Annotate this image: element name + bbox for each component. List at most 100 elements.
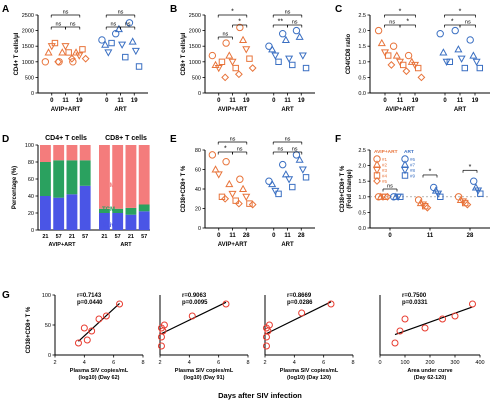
panel-D-naive-label: Naive: [102, 223, 119, 229]
panel-F-legend-marker: [400, 166, 410, 175]
panel-C-sig-3-label: *: [459, 9, 462, 16]
panel-C-data-point: [469, 51, 478, 59]
panel-C-ylabel: CD4/CD8 ratio: [346, 33, 352, 74]
panel-D-title-cd4: CD4+ T cells: [45, 135, 87, 142]
panel-B-data-point: [234, 70, 243, 79]
panel-G4-data-point: [469, 300, 476, 308]
panel-G1-x-tick-label: 6: [112, 360, 115, 366]
panel-G1-xlabel: Plasma SIV copies/mL: [70, 368, 129, 374]
panel-B-data-point: [225, 51, 234, 59]
panel-C-sig-4-label: *: [451, 19, 454, 26]
panel-C-data-point: [436, 30, 444, 38]
panel-F-legend-label: #8: [410, 168, 416, 173]
panel-G4-data-point: [421, 324, 429, 332]
panel-letter: D: [2, 134, 9, 145]
panel-D-bar-segment-tcm: [99, 208, 110, 213]
panel-E-data-point: [302, 174, 310, 181]
panel-F-data-point: [456, 195, 465, 203]
panel-F-legend-marker: [401, 172, 409, 179]
panel-G4-x-tick-label: 0: [378, 360, 381, 366]
panel-G1-x-tick-label: 4: [83, 360, 86, 366]
panel-B-data-point: [236, 23, 244, 32]
panel-D-group-label: ART: [120, 242, 132, 248]
panel-D-x-tick-label: 57: [141, 234, 147, 240]
panel-E-data-point: [298, 166, 307, 174]
panel-G-ylabel: CD38+CD8+ T %: [26, 306, 32, 353]
panel-E-group-label: AVIP+ART: [218, 242, 248, 248]
panel-C-data-point: [446, 58, 454, 66]
panel-A-data-point: [79, 46, 86, 53]
panel-B-data-point: [295, 32, 304, 40]
panel-E-data-point: [214, 171, 223, 179]
panel-F-data-point: [390, 193, 398, 201]
panel-G4-data-point: [401, 315, 409, 323]
panel-A-x-tick-label: 0: [50, 98, 54, 104]
panel-B-x-tick-label: 19: [298, 98, 305, 104]
panel-G2-data-point: [157, 342, 165, 350]
panel-D-tcm-label: TCM: [102, 207, 115, 213]
panel-C-x-tick-label: 11: [457, 98, 464, 104]
panel-G4-data-point: [451, 312, 459, 320]
panel-A-x-tick-label: 19: [131, 98, 138, 104]
panel-B-data-point: [222, 39, 230, 47]
panel-G1-p-value: p=0.0440: [77, 300, 103, 306]
panel-G4-x-tick-label: 100: [400, 360, 409, 366]
panel-D-bar-segment-tem: [79, 145, 91, 161]
panel-A-data-point: [51, 39, 59, 47]
panel-G4-data-point: [439, 315, 446, 323]
panel-A-y-tick-label: 1500: [22, 44, 34, 50]
panel-E-data-point: [242, 193, 251, 202]
panel-F-data-point: [397, 193, 404, 201]
panel-F-legend-marker: [400, 160, 410, 168]
panel-E-data-point: [295, 155, 304, 163]
panel-G1-xlabel-sub: (log10) (Day 62): [79, 375, 120, 381]
panel-E-data-point: [232, 197, 239, 204]
panel-E-data-point: [236, 175, 244, 183]
panel-D-bar-segment-tcm: [66, 160, 78, 195]
panel-G2-xlabel-sub: (log10) (Day 91): [184, 375, 225, 381]
panel-F-data-point: [418, 201, 428, 209]
panel-D-y-tick-label: 60: [28, 177, 34, 183]
panel-A-data-point: [81, 54, 90, 63]
panel-A-sig-4-label: ns: [110, 22, 116, 28]
panel-C-data-point: [399, 61, 407, 69]
panel-F-y-tick-label: 2.0: [358, 164, 366, 170]
panel-D-title-cd8: CD8+ T cells: [105, 135, 147, 142]
panel-G3-data-point: [262, 342, 270, 350]
panel-G2-data-point: [157, 333, 165, 341]
panel-C-data-point: [374, 26, 383, 35]
panel-E-sig-5-label: ns: [292, 147, 298, 153]
panel-G1-x-tick-label: 8: [141, 360, 144, 366]
panel-F-x-tick-label: 11: [427, 233, 434, 239]
panel-G2-x-tick-label: 4: [188, 360, 191, 366]
panel-F-legend-label: #1: [382, 157, 388, 162]
panel-G3-regression-line: [266, 301, 332, 335]
panel-A-data-point: [69, 58, 77, 66]
panel-F-x-tick-label: 28: [467, 233, 474, 239]
panel-D-bar-segment-tcm: [40, 162, 51, 196]
panel-B-data-point: [248, 64, 257, 72]
panel-A-sig-1-label: ns: [55, 22, 61, 28]
panel-A-data-point: [98, 36, 106, 44]
panel-E-y-tick-label: 80: [195, 148, 201, 154]
panel-A-sig-5-label: ns: [125, 22, 131, 28]
panel-G4-x-tick-label: 300: [450, 360, 459, 366]
panel-D-bar-segment-tem: [53, 145, 65, 161]
panel-E-data-point: [285, 176, 294, 184]
panel-G2-regression-line: [161, 301, 227, 335]
panel-D-x-tick-label: 57: [82, 234, 88, 240]
panel-A-group-label: AVIP+ART: [51, 107, 81, 113]
panel-F-legend-marker: [372, 160, 382, 168]
panel-E-data-point: [246, 200, 253, 207]
panel-letter: E: [170, 134, 177, 145]
panel-E-data-point: [279, 160, 287, 169]
panel-B-data-point: [246, 55, 253, 62]
panel-G1-y-tick-label: 100: [42, 293, 51, 299]
panel-D-x-tick-label: 21: [69, 234, 75, 240]
panel-D-x-tick-label: 21: [42, 234, 48, 240]
panel-B-data-point: [271, 52, 280, 60]
panel-D-bar-segment-naive: [138, 211, 150, 230]
panel-B-data-point: [242, 46, 251, 54]
panel-B-x-tick-label: 11: [229, 98, 236, 104]
panel-F-data-point: [374, 193, 383, 201]
